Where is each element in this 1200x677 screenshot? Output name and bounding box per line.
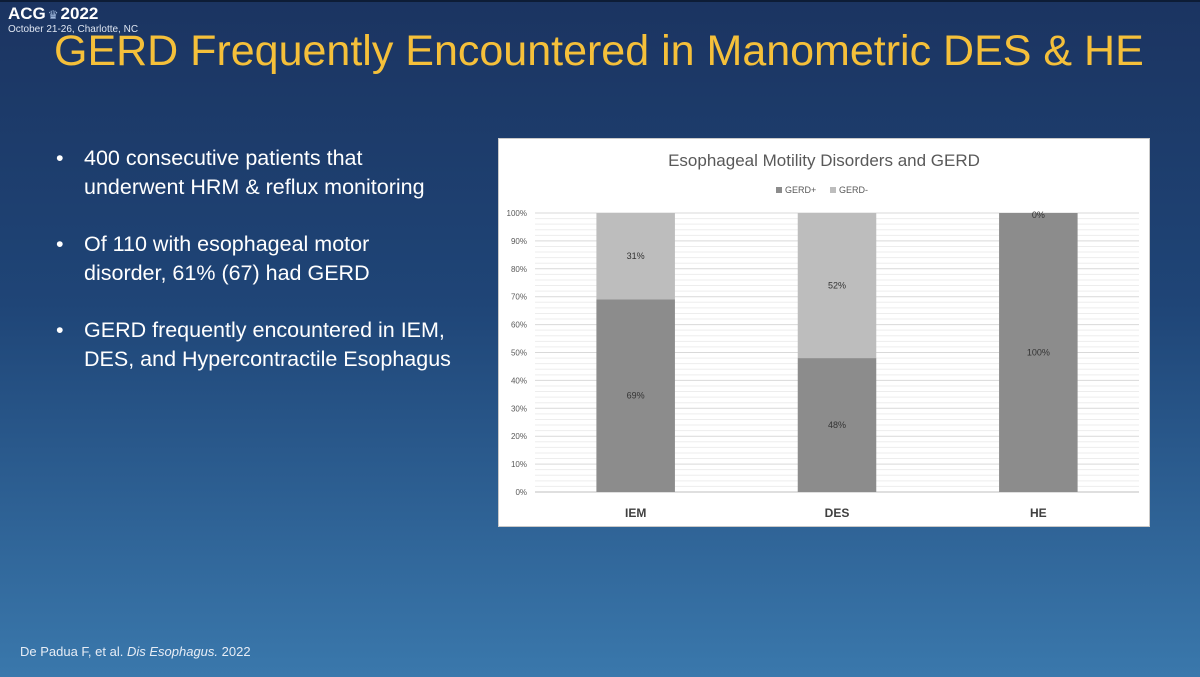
conference-logo: ACG ♛ 2022 — [8, 4, 98, 24]
bullet-item: • 400 consecutive patients that underwent… — [54, 144, 454, 202]
bar-iem-gerd — [596, 213, 675, 300]
x-tick-label: DES — [825, 506, 850, 520]
data-label: 100% — [1027, 348, 1050, 358]
bullet-icon: • — [56, 232, 64, 256]
y-tick-label: 100% — [507, 209, 527, 218]
x-tick-label: IEM — [625, 506, 646, 520]
y-tick-label: 10% — [511, 460, 527, 469]
slide-title: GERD Frequently Encountered in Manometri… — [54, 27, 1144, 75]
logo-year: 2022 — [60, 4, 99, 23]
bar-des-gerd — [797, 358, 877, 492]
legend-label: GERD- — [839, 185, 868, 195]
citation-authors: De Padua F, et al. — [20, 644, 124, 659]
data-label: 0% — [1032, 210, 1045, 220]
bar-he-gerd — [999, 213, 1078, 492]
y-tick-label: 50% — [511, 349, 527, 358]
conference-dates: October 21-26, Charlotte, NC — [8, 24, 139, 35]
citation: De Padua F, et al. Dis Esophagus. 2022 — [20, 644, 251, 659]
top-edge — [0, 0, 1200, 2]
y-tick-label: 20% — [511, 432, 527, 441]
x-tick-label: HE — [1030, 506, 1047, 520]
y-tick-label: 40% — [511, 376, 527, 385]
y-tick-label: 80% — [511, 265, 527, 274]
legend-swatch-gerd — [830, 187, 836, 193]
y-tick-label: 70% — [511, 293, 527, 302]
bullet-item: • GERD frequently encountered in IEM, DES… — [54, 316, 454, 374]
chart-container: Esophageal Motility Disorders and GERD GE… — [498, 138, 1150, 527]
crown-icon: ♛ — [47, 8, 59, 22]
bullet-icon: • — [56, 146, 64, 170]
stacked-bar-chart: Esophageal Motility Disorders and GERD GE… — [507, 151, 1139, 520]
bullet-text: Of 110 with esophageal motor disorder, 6… — [84, 232, 370, 285]
bar-iem-gerd — [596, 299, 675, 492]
data-label: 48% — [828, 420, 846, 430]
citation-journal: Dis Esophagus. — [126, 644, 219, 659]
data-label: 31% — [627, 251, 645, 261]
bullet-text: GERD frequently encountered in IEM, DES,… — [84, 318, 451, 371]
data-label: 69% — [627, 391, 645, 401]
legend-swatch-gerd — [776, 187, 782, 193]
y-tick-label: 0% — [515, 488, 527, 497]
y-tick-label: 30% — [511, 404, 527, 413]
citation-year: 2022 — [221, 644, 251, 659]
bullet-text: 400 consecutive patients that underwent … — [84, 146, 425, 199]
y-tick-label: 60% — [511, 321, 527, 330]
bullet-list: • 400 consecutive patients that underwent… — [54, 144, 454, 402]
data-label: 52% — [828, 281, 846, 291]
logo-text: ACG — [8, 4, 46, 23]
legend-label: GERD+ — [785, 185, 816, 195]
y-tick-label: 90% — [511, 237, 527, 246]
bullet-icon: • — [56, 318, 64, 342]
bullet-item: • Of 110 with esophageal motor disorder, … — [54, 230, 454, 288]
chart-title: Esophageal Motility Disorders and GERD — [668, 151, 980, 170]
bar-des-gerd — [797, 213, 877, 359]
